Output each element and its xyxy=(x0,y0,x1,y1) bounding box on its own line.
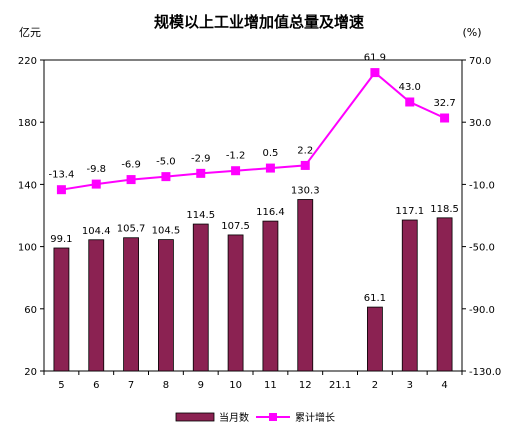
line-marker xyxy=(126,175,136,185)
bar-data-label: 130.3 xyxy=(291,185,320,196)
chart-title: 规模以上工业增加值总量及增速 xyxy=(154,13,364,31)
right-axis-tick-label: 30.0 xyxy=(469,118,491,129)
bar xyxy=(401,219,418,372)
bar-data-label: 107.5 xyxy=(221,221,250,232)
line-data-label: 61.9 xyxy=(364,53,386,64)
left-axis-tick-label: 60 xyxy=(24,305,37,316)
line-data-label: -5.0 xyxy=(156,157,176,168)
bar xyxy=(88,239,105,372)
line-marker xyxy=(405,97,415,107)
x-axis-tick-label: 7 xyxy=(128,380,134,391)
x-axis-tick-label: 10 xyxy=(229,380,242,391)
bar-data-label: 114.5 xyxy=(186,210,215,221)
bar xyxy=(123,237,139,372)
bar xyxy=(297,199,314,372)
left-axis-tick-label: 220 xyxy=(18,56,37,67)
line-marker xyxy=(56,185,66,195)
line-data-label: 0.5 xyxy=(262,148,278,159)
line-marker xyxy=(196,168,206,178)
legend: 当月数 累计增长 xyxy=(175,411,335,424)
line-data-label: -1.2 xyxy=(226,151,246,162)
legend-label-bar: 当月数 xyxy=(219,411,249,424)
bar xyxy=(436,217,453,372)
legend-swatch-bar xyxy=(175,412,215,422)
bar-data-label: 104.5 xyxy=(152,226,181,237)
x-axis-tick-label: 11 xyxy=(264,380,277,391)
bar xyxy=(227,234,244,372)
line-marker xyxy=(231,166,241,176)
line-data-label: 2.2 xyxy=(297,145,313,156)
x-axis-tick-label: 12 xyxy=(299,380,312,391)
line-marker xyxy=(370,68,380,78)
legend-marker xyxy=(269,413,277,421)
x-axis-tick-label: 6 xyxy=(93,380,99,391)
line-marker xyxy=(91,179,101,189)
right-axis-tick-label: -90.0 xyxy=(469,305,495,316)
x-axis-tick-label: 5 xyxy=(58,380,64,391)
bar-data-label: 104.4 xyxy=(82,226,111,237)
bar xyxy=(367,306,383,372)
line-marker xyxy=(161,172,171,182)
right-axis-tick-label: -50.0 xyxy=(469,243,495,254)
line-data-label: -2.9 xyxy=(191,153,211,164)
left-axis-tick-label: 20 xyxy=(24,367,37,378)
line-data-label: -6.9 xyxy=(121,160,141,171)
line-data-label: 43.0 xyxy=(399,82,421,93)
bar xyxy=(53,247,70,372)
plot-area: 2060100140180220-130.0-90.0-50.0-10.030.… xyxy=(18,53,501,391)
bar xyxy=(158,239,174,372)
bar-data-label: 61.1 xyxy=(364,293,386,304)
right-axis-tick-label: -130.0 xyxy=(469,367,501,378)
x-axis-tick-label: 8 xyxy=(163,380,169,391)
x-axis-tick-label: 21.1 xyxy=(329,380,351,391)
line-data-label: -9.8 xyxy=(86,164,106,175)
x-axis-tick-label: 4 xyxy=(441,380,447,391)
left-axis-unit: 亿元 xyxy=(19,26,41,39)
bar-data-label: 99.1 xyxy=(50,234,72,245)
line-data-label: -13.4 xyxy=(48,170,74,181)
line-marker xyxy=(300,160,310,170)
bar xyxy=(262,220,279,372)
bar-data-label: 116.4 xyxy=(256,207,285,218)
line-marker xyxy=(440,113,450,123)
bar-data-label: 118.5 xyxy=(430,204,459,215)
line-data-label: 32.7 xyxy=(433,98,455,109)
right-axis-tick-label: -10.0 xyxy=(469,180,495,191)
x-axis-tick-label: 3 xyxy=(407,380,413,391)
left-axis-tick-label: 100 xyxy=(18,243,37,254)
legend-label-line: 累计增长 xyxy=(295,411,335,424)
bar xyxy=(192,223,209,372)
left-axis-tick-label: 180 xyxy=(18,118,37,129)
line-marker xyxy=(265,163,275,173)
right-axis-tick-label: 70.0 xyxy=(469,56,491,67)
x-axis-tick-label: 2 xyxy=(372,380,378,391)
right-axis-unit: (%) xyxy=(462,26,481,39)
x-axis-tick-label: 9 xyxy=(198,380,204,391)
bar-data-label: 105.7 xyxy=(117,224,146,235)
bar-data-label: 117.1 xyxy=(395,206,424,217)
left-axis-tick-label: 140 xyxy=(18,180,37,191)
line-series-path xyxy=(61,71,446,191)
